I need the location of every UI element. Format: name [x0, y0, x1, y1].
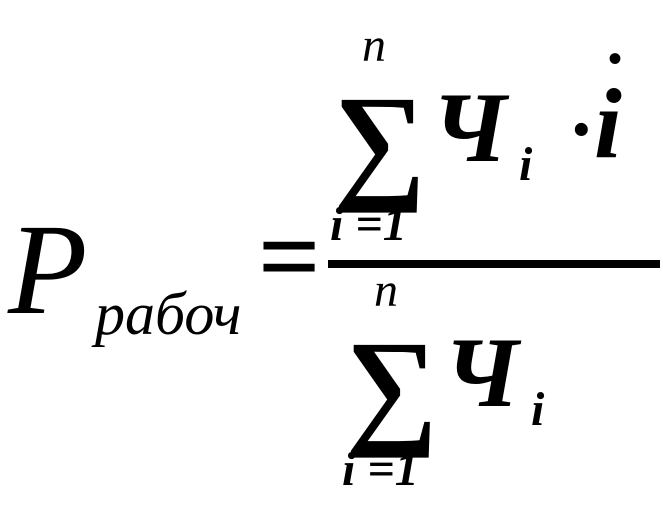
variable-P: P — [8, 195, 87, 345]
numerator-i-term: i — [594, 66, 622, 181]
denominator-term-sub: i — [531, 382, 544, 437]
denominator-sum-lower: i =1 — [342, 442, 419, 497]
numerator-term-sub: i — [519, 137, 532, 192]
variable-P-subscript: рабоч — [95, 280, 241, 349]
numerator-term-main: Ч — [432, 70, 507, 185]
numerator-sum-upper: n — [362, 18, 386, 73]
denominator-sum-upper: n — [374, 263, 398, 318]
denominator-sigma: ∑ — [345, 322, 438, 452]
formula-container: P рабоч = n ∑ i =1 Ч i · • i n ∑ i =1 Ч … — [0, 0, 663, 527]
numerator-sigma: ∑ — [333, 77, 426, 207]
numerator-sum-lower: i =1 — [330, 197, 407, 252]
numerator-multiply-dot: · — [568, 85, 595, 176]
equals-sign: = — [258, 193, 321, 320]
denominator-term-main: Ч — [444, 315, 519, 430]
